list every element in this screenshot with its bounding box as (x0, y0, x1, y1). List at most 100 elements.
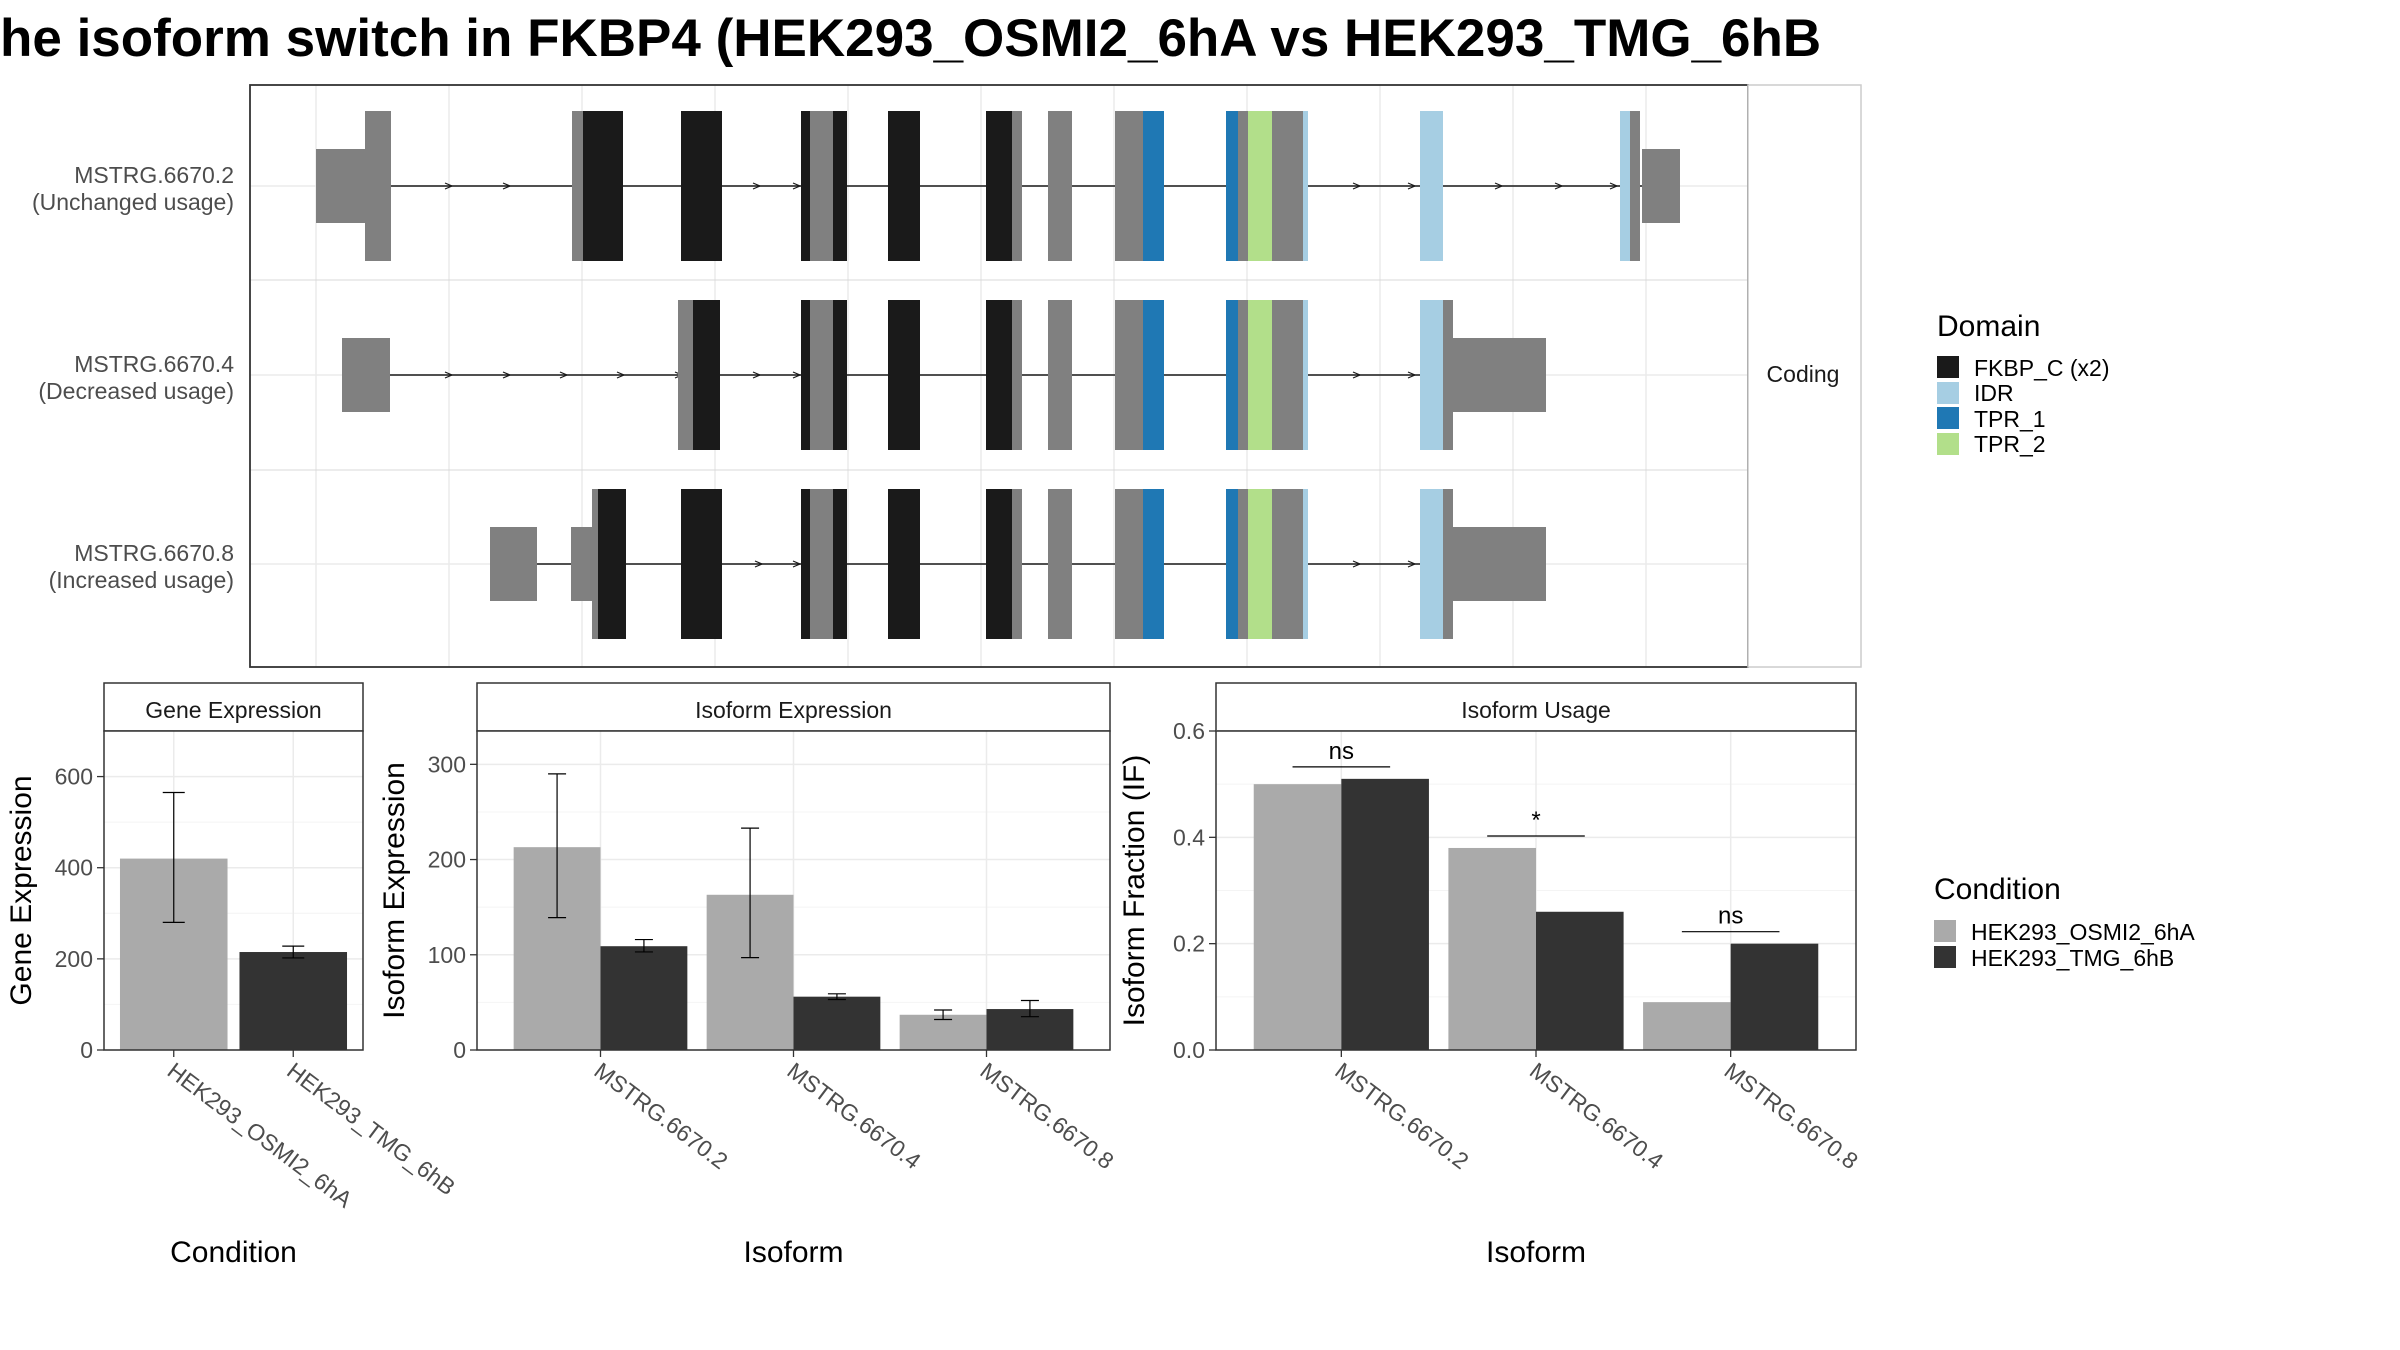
panel-strip (476, 682, 1111, 732)
bar (1730, 943, 1819, 1050)
intron-arrow (1407, 560, 1417, 568)
cds-exon (1620, 111, 1630, 261)
y-tick-label: 0 (80, 1037, 93, 1063)
legend-swatch-idr (1937, 382, 1959, 404)
intron-arrow (1554, 182, 1564, 190)
cds-exon (681, 111, 722, 261)
cds-exon (1226, 111, 1238, 261)
legend-swatch-fkbp (1937, 356, 1959, 378)
cds-exon (833, 300, 847, 450)
intron-arrow (1352, 560, 1362, 568)
x-axis-title: Isoform (743, 1236, 843, 1269)
panel-strip (1215, 682, 1857, 732)
y-tick-label: 0.2 (1173, 931, 1205, 957)
legend-item: HEK293_TMG_6hB (1971, 945, 2174, 971)
y-axis-title: Isoform Expression (378, 762, 411, 1019)
domain-legend: Domain FKBP_C (x2) IDR TPR_1 TPR_2 (1937, 310, 2109, 457)
intron-arrow (792, 371, 802, 379)
cds-exon (1238, 300, 1248, 450)
cds-exon (1048, 111, 1072, 261)
x-tick-label: MSTRG.6670.4 (1525, 1057, 1668, 1174)
utr-exon (1450, 338, 1546, 412)
cds-exon (1012, 111, 1022, 261)
y-tick-label: 400 (55, 855, 93, 881)
cds-exon (572, 111, 583, 261)
bar (1536, 911, 1624, 1050)
x-tick-label: MSTRG.6670.4 (783, 1057, 926, 1174)
legend-item: TPR_2 (1974, 431, 2046, 457)
cds-exon (833, 111, 847, 261)
intron-arrow (444, 182, 454, 190)
intron-arrow (792, 182, 802, 190)
cds-exon (1226, 489, 1238, 639)
cds-exon (1420, 111, 1443, 261)
isoform-sublabel: (Unchanged usage) (32, 189, 234, 215)
utr-exon (490, 527, 537, 601)
utr-exon (316, 149, 365, 223)
cds-exon (1630, 111, 1640, 261)
isoform-label: MSTRG.6670.4 (74, 351, 234, 377)
intron-arrow (616, 371, 626, 379)
y-tick-label: 0.4 (1173, 824, 1205, 850)
panel-border (103, 730, 364, 1051)
cds-exon (592, 489, 598, 639)
cds-exon (1115, 111, 1143, 261)
intron-arrow (792, 560, 802, 568)
isoform-track (342, 300, 1546, 450)
panel-title: Gene Expression (145, 697, 321, 723)
cds-exon (1143, 111, 1164, 261)
cds-exon (1420, 489, 1443, 639)
cds-exon (1272, 111, 1303, 261)
y-axis-title: Isoform Fraction (IF) (1118, 755, 1151, 1027)
cds-exon (1012, 489, 1022, 639)
cds-exon (1048, 489, 1072, 639)
utr-exon (571, 527, 592, 601)
cds-exon (1303, 300, 1308, 450)
isoform-label: MSTRG.6670.8 (74, 540, 234, 566)
isoform-track (490, 489, 1546, 639)
cds-exon (1443, 489, 1453, 639)
cds-exon (1272, 300, 1303, 450)
bar (1448, 847, 1536, 1050)
intron-arrow (1407, 371, 1417, 379)
bar (600, 946, 688, 1050)
x-tick-label: MSTRG.6670.8 (1720, 1057, 1863, 1174)
legend-swatch-cond-b (1934, 946, 1956, 968)
intron-arrow (1494, 182, 1504, 190)
bar (899, 1014, 987, 1050)
cds-exon (1115, 300, 1143, 450)
cds-exon (833, 489, 847, 639)
structure-tracks (316, 111, 1680, 639)
x-tick-label: MSTRG.6670.2 (590, 1057, 733, 1174)
panel-title: Isoform Usage (1461, 697, 1611, 723)
cds-exon (1303, 111, 1308, 261)
legend-swatch-tpr2 (1937, 433, 1959, 455)
cds-exon (810, 300, 833, 450)
domain-legend-title: Domain (1937, 310, 2040, 343)
legend-item: FKBP_C (x2) (1974, 355, 2109, 381)
intron-arrow (1407, 182, 1417, 190)
cds-exon (365, 111, 391, 261)
cds-exon (1420, 300, 1443, 450)
transcript-structure-panel: Coding MSTRG.6670.2 (Unchanged usage) MS… (32, 84, 1862, 668)
y-tick-label: 0.6 (1173, 718, 1205, 744)
cds-exon (1012, 300, 1022, 450)
intron-arrow (559, 371, 569, 379)
isoform-sublabel: (Increased usage) (49, 567, 234, 593)
gene-expression-panel: Gene Expression0200400600HEK293_OSMI2_6h… (5, 682, 460, 1269)
cds-exon (1115, 489, 1143, 639)
cds-exon (583, 111, 623, 261)
cds-exon (678, 300, 693, 450)
utr-exon (342, 338, 390, 412)
cds-exon (681, 489, 722, 639)
cds-exon (1143, 489, 1164, 639)
x-axis-title: Condition (170, 1236, 297, 1269)
cds-exon (1272, 489, 1303, 639)
cds-exon (888, 111, 920, 261)
bar (793, 996, 881, 1050)
cds-exon (1143, 300, 1164, 450)
cds-exon (1443, 300, 1453, 450)
intron-arrow (754, 560, 764, 568)
cds-exon (598, 489, 626, 639)
y-tick-label: 600 (55, 764, 93, 790)
